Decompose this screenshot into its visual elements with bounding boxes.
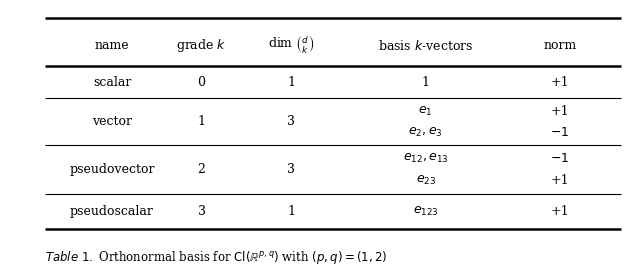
Text: name: name (95, 39, 129, 52)
Text: scalar: scalar (93, 76, 131, 89)
Text: basis $k$-vectors: basis $k$-vectors (378, 39, 474, 53)
Text: 2: 2 (198, 163, 205, 176)
Text: $\mathit{Table\ 1.}$ Orthonormal basis for $\mathrm{Cl}(\mathbb{R}^{p,q})$ with : $\mathit{Table\ 1.}$ Orthonormal basis f… (45, 249, 387, 266)
Text: grade $k$: grade $k$ (177, 37, 227, 54)
Text: 1: 1 (198, 116, 205, 128)
Text: 3: 3 (287, 163, 295, 176)
Text: 1: 1 (287, 76, 295, 89)
Text: 1: 1 (422, 76, 429, 89)
Text: 0: 0 (198, 76, 205, 89)
Text: +1: +1 (550, 76, 570, 89)
Text: +1: +1 (550, 174, 570, 187)
Text: $e_1$: $e_1$ (419, 104, 433, 118)
Text: dim $\binom{d}{k}$: dim $\binom{d}{k}$ (268, 35, 315, 56)
Text: pseudoscalar: pseudoscalar (70, 205, 154, 218)
Text: $e_{123}$: $e_{123}$ (413, 205, 438, 218)
Text: 3: 3 (287, 116, 295, 128)
Text: 1: 1 (287, 205, 295, 218)
Text: +1: +1 (550, 104, 570, 117)
Text: 3: 3 (198, 205, 205, 218)
Text: $-1$: $-1$ (550, 126, 570, 139)
Text: $e_2, e_3$: $e_2, e_3$ (408, 126, 443, 139)
Text: pseudovector: pseudovector (69, 163, 155, 176)
Text: $e_{23}$: $e_{23}$ (415, 174, 436, 187)
Text: $e_{12}, e_{13}$: $e_{12}, e_{13}$ (403, 152, 449, 165)
Text: +1: +1 (550, 205, 570, 218)
Text: $-1$: $-1$ (550, 152, 570, 165)
Text: norm: norm (543, 39, 577, 52)
Text: vector: vector (92, 116, 132, 128)
